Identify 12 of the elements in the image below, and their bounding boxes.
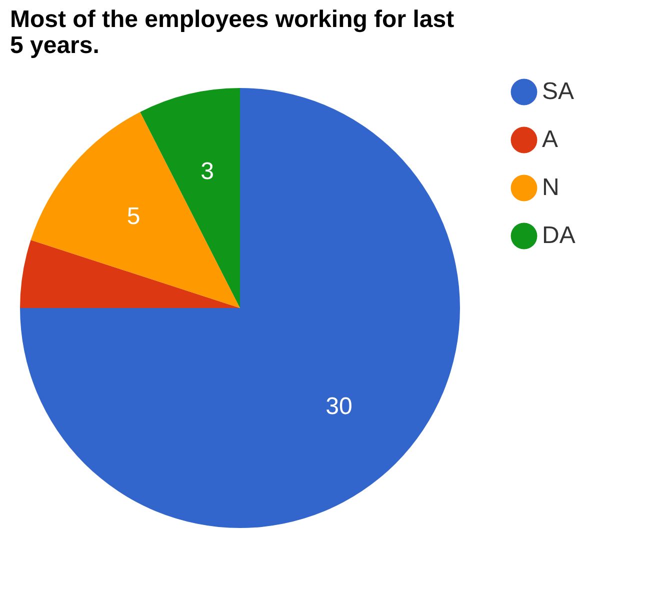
legend-label: DA — [542, 222, 576, 249]
legend-label: SA — [542, 78, 574, 105]
pie-slice — [30, 112, 240, 308]
pie-slice — [20, 240, 240, 308]
pie-slice — [20, 88, 460, 528]
data-label: 30 — [326, 392, 352, 420]
data-label: 5 — [126, 203, 140, 230]
chart-title: Most of the employees working for last 5 years. — [10, 6, 454, 59]
pie-slice — [140, 88, 240, 308]
legend-label: N — [542, 174, 560, 201]
legend-label: A — [542, 126, 558, 153]
data-label: 3 — [200, 158, 214, 185]
